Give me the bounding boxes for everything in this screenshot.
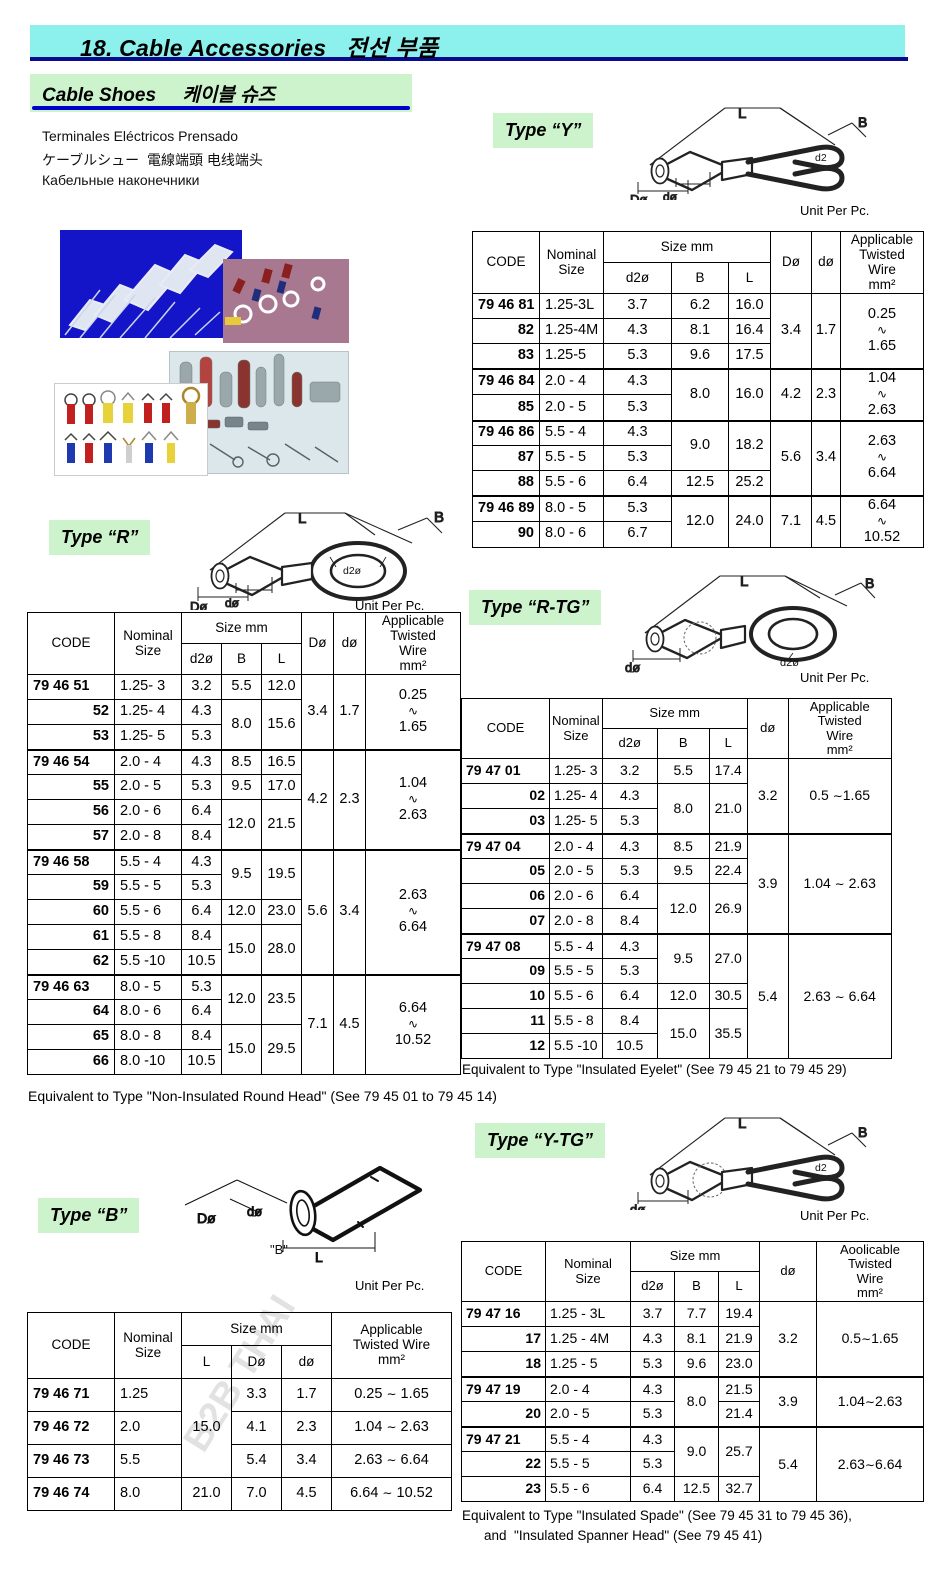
svg-text:d2: d2 — [815, 152, 827, 164]
svg-text:L: L — [738, 105, 746, 122]
svg-text:Dø: Dø — [630, 192, 647, 200]
svg-text:dø: dø — [663, 190, 678, 200]
svg-text:dø: dø — [247, 1204, 262, 1219]
svg-text:L: L — [738, 1115, 746, 1132]
svg-text:L: L — [298, 510, 306, 527]
svg-text:d2ø: d2ø — [780, 657, 799, 669]
svg-text:B: B — [858, 1124, 867, 1140]
svg-text:Dø: Dø — [190, 599, 207, 610]
svg-text:Dø: Dø — [197, 1210, 216, 1226]
svg-text:dø: dø — [630, 1202, 645, 1210]
svg-text:dø: dø — [625, 660, 640, 673]
svg-text:L: L — [315, 1249, 323, 1265]
svg-text:B: B — [865, 575, 874, 591]
svg-text:L: L — [740, 573, 748, 590]
svg-text:B: B — [434, 509, 444, 526]
svg-text:dø: dø — [225, 596, 240, 610]
svg-text:"B": "B" — [270, 1242, 288, 1257]
svg-text:d2ø: d2ø — [343, 565, 362, 577]
svg-text:B: B — [858, 114, 867, 130]
svg-text:d2: d2 — [815, 1162, 827, 1174]
